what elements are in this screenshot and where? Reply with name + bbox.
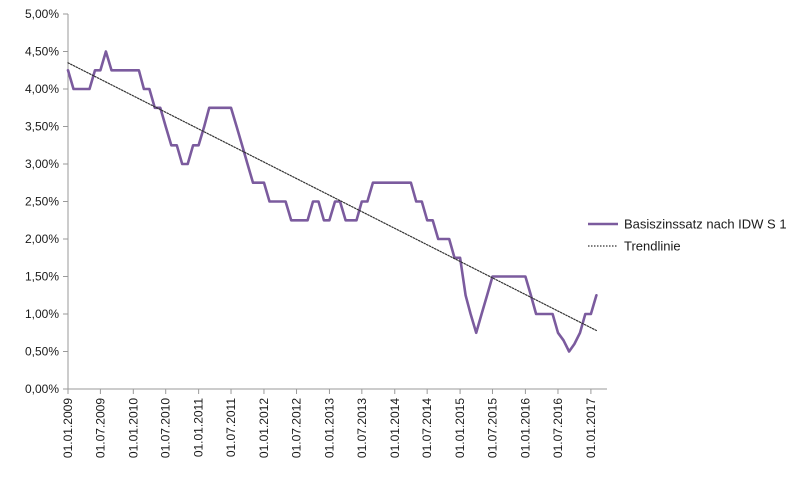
legend-label: Basiszinssatz nach IDW S 1: [624, 217, 787, 232]
y-tick-label: 2,00%: [25, 232, 59, 246]
y-tick-label: 4,50%: [25, 45, 59, 59]
y-tick-label: 3,50%: [25, 120, 59, 134]
y-tick-label: 4,00%: [25, 82, 59, 96]
x-tick-label: 01.01.2012: [257, 398, 271, 458]
x-tick-label: 01.07.2009: [93, 398, 107, 458]
y-tick-label: 3,00%: [25, 157, 59, 171]
y-tick-label: 0,00%: [25, 382, 59, 396]
x-tick-label: 01.07.2010: [159, 398, 173, 458]
x-tick-label: 01.01.2014: [388, 398, 402, 458]
x-tick-label: 01.01.2017: [584, 398, 598, 458]
x-axis: 01.01.2009 01.07.2009 01.01.2010 01.07.2010…: [61, 388, 607, 458]
legend-label: Trendlinie: [624, 239, 681, 254]
legend: Basiszinssatz nach IDW S 1 Trendlinie: [588, 217, 787, 254]
y-tick-label: 2,50%: [25, 195, 59, 209]
x-tick-label: 01.07.2014: [420, 398, 434, 458]
x-tick-label: 01.07.2013: [355, 398, 369, 458]
x-tick-label: 01.07.2011: [224, 398, 238, 457]
y-tick-label: 0,50%: [25, 345, 59, 359]
x-tick-label: 01.01.2009: [61, 398, 75, 458]
x-tick-label: 01.01.2013: [322, 398, 336, 458]
series-line-trendlinie: [67, 62, 598, 332]
x-tick-label: 01.07.2016: [551, 398, 565, 458]
y-axis: 0,00% 0,50% 1,00% 1,50% 2,00% 2,50% 3,00% 3,50%…: [25, 7, 69, 396]
series-line-basiszinssatz: [66, 50, 598, 353]
x-tick-label: 01.01.2016: [518, 398, 532, 458]
x-tick-label: 01.07.2015: [485, 398, 499, 458]
x-tick-label: 01.01.2015: [453, 398, 467, 458]
y-tick-label: 5,00%: [25, 7, 59, 21]
x-tick-label: 01.01.2010: [126, 398, 140, 458]
x-tick-label: 01.07.2012: [290, 398, 304, 458]
series-layer: [66, 50, 598, 353]
y-tick-label: 1,50%: [25, 270, 59, 284]
x-tick-label: 01.01.2011: [192, 398, 206, 457]
y-tick-label: 1,00%: [25, 307, 59, 321]
